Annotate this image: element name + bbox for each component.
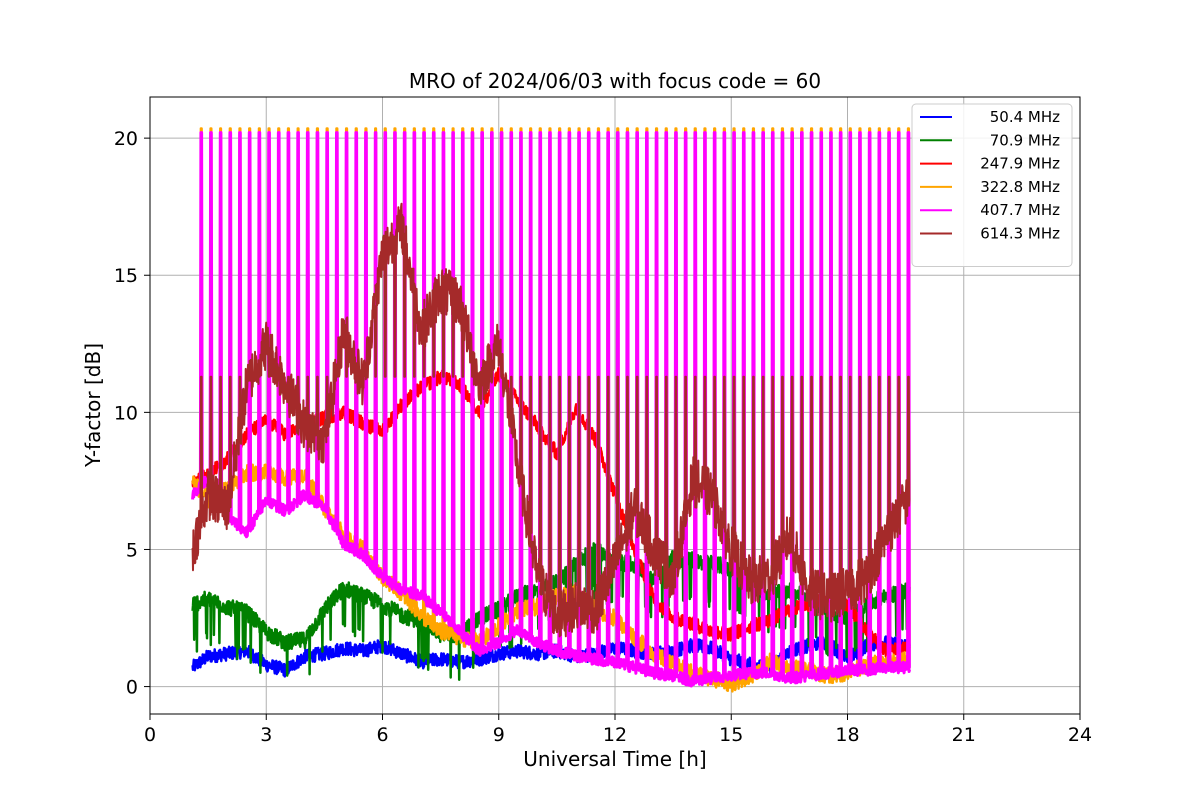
x-tick-label: 0 [144, 724, 156, 746]
legend-label: 614.3 MHz [980, 225, 1060, 243]
y-tick-label: 5 [126, 539, 138, 561]
x-tick-label: 15 [719, 724, 743, 746]
x-tick-label: 24 [1068, 724, 1092, 746]
x-tick-label: 3 [260, 724, 272, 746]
y-tick-label: 10 [114, 402, 138, 424]
x-tick-label: 18 [835, 724, 859, 746]
y-axis-ticks: 0 5 10 15 20 [114, 128, 150, 699]
y-tick-label: 0 [126, 677, 138, 699]
x-axis-ticks: 0 3 6 9 12 15 18 21 24 [144, 714, 1092, 746]
chart-title: MRO of 2024/06/03 with focus code = 60 [409, 69, 821, 93]
x-axis-label: Universal Time [h] [523, 747, 706, 771]
series-layer [191, 127, 911, 693]
x-tick-label: 21 [952, 724, 976, 746]
legend-label: 407.7 MHz [980, 201, 1060, 219]
legend-label: 50.4 MHz [990, 108, 1060, 126]
y-tick-label: 20 [114, 128, 138, 150]
x-tick-label: 9 [493, 724, 505, 746]
legend: 50.4 MHz 70.9 MHz 247.9 MHz 322.8 MHz 407.7 … [911, 103, 1073, 267]
series-line-407-7-MHz [191, 131, 911, 688]
x-tick-label: 12 [603, 724, 627, 746]
x-tick-label: 6 [376, 724, 388, 746]
y-axis-label: Y-factor [dB] [81, 343, 105, 468]
legend-box [911, 103, 1073, 267]
legend-label: 70.9 MHz [990, 131, 1060, 149]
y-tick-label: 15 [114, 265, 138, 287]
series-line-614-3-MHz [191, 202, 911, 638]
legend-label: 247.9 MHz [980, 155, 1060, 173]
legend-label: 322.8 MHz [980, 178, 1060, 196]
